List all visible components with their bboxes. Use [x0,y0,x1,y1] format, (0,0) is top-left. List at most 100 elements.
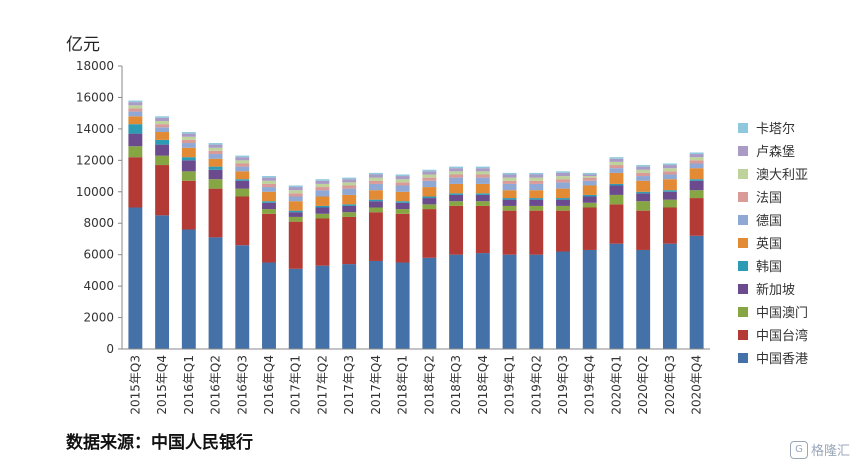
bar-segment [288,268,303,349]
bar-segment [475,177,490,184]
bar-segment [689,198,704,236]
bar-segment [582,196,597,203]
bar-segment [128,133,143,147]
bar-segment [556,198,570,200]
legend-item: 澳大利亚 [738,162,808,185]
bar-segment [208,188,223,238]
bar-segment [342,212,357,217]
bar-segment [529,177,544,181]
x-tick-label: 2020年Q1 [609,355,623,415]
bar-segment [181,160,196,172]
x-tick-label: 2016年Q3 [235,355,249,415]
bar-segment [395,209,410,214]
bar-segment [422,169,437,172]
bar-segment [181,147,196,158]
bar-stacks [128,100,704,349]
bar-segment [502,172,517,175]
bar-segment [262,191,276,202]
bar-segment [422,204,437,210]
bar-segment [662,171,677,175]
bar-segment [342,185,357,189]
x-tick-label: 2015年Q3 [128,355,142,415]
bar-segment [155,139,170,145]
bar-segment [556,199,570,206]
bar-segment [181,143,196,148]
bar-segment [582,194,597,197]
legend-label: 法国 [756,191,783,206]
bar-segment [262,213,276,263]
bar-segment [422,209,437,258]
legend-label: 卢森堡 [756,145,796,160]
bar-segment [475,194,490,202]
bar-segment [262,209,276,214]
bar-segment [475,201,490,206]
bar-stack [315,179,330,349]
bar-segment [181,133,196,137]
bar-segment [662,243,677,349]
bar-segment [155,127,170,133]
bar-segment [502,205,517,211]
bar-segment [395,262,410,349]
bar-stack [128,100,143,349]
bar-segment [662,168,677,172]
bar-segment [556,171,570,173]
legend-swatch [738,214,748,225]
bar-segment [155,215,170,349]
bar-segment [529,254,544,349]
bar-stack [529,172,544,349]
bar-segment [128,102,143,106]
bar-segment [609,204,624,244]
bar-segment [556,210,570,252]
x-tick-label: 2019年Q3 [556,355,570,415]
bar-segment [155,144,170,156]
y-axis: 0 2000 4000 6000 8000 10000 12000 14000 16000 180… [76,59,123,356]
legend-label: 澳大利亚 [756,168,809,183]
bar-segment [502,254,517,349]
bar-segment [128,105,143,109]
bar-segment [235,171,250,180]
bar-segment [395,191,410,202]
watermark-logo-icon: G [790,440,808,459]
watermark-text: 格隆汇 [811,444,851,459]
bar-segment [636,201,651,211]
legend-swatch [738,237,748,248]
bar-segment [662,165,677,169]
legend-swatch [738,283,748,294]
bar-stack [689,152,704,349]
bar-segment [582,180,597,186]
bar-segment [288,190,303,194]
legend-item: 中国香港 [738,346,808,369]
bar-segment [181,157,196,161]
bar-segment [662,163,677,166]
bar-segment [609,161,624,166]
legend-item: 韩国 [738,254,808,277]
bar-segment [208,169,223,180]
bar-segment [449,183,464,194]
bar-segment [395,201,410,203]
y-axis-unit-label: 亿元 [66,35,100,55]
bar-segment [208,154,223,159]
bar-segment [529,180,544,184]
bar-segment [556,251,570,349]
bar-segment [342,179,357,183]
bar-stack [662,163,677,349]
bar-segment [208,150,223,155]
bar-segment [529,183,544,191]
bar-segment [208,237,223,349]
bar-segment [155,132,170,140]
bar-segment [689,190,704,199]
bar-segment [449,171,464,175]
bar-segment [288,210,303,213]
bar-segment [556,188,570,199]
bar-segment [181,139,196,144]
bar-segment [155,155,170,166]
bar-stack [181,132,196,349]
bar-segment [556,179,570,183]
bar-segment [502,210,517,255]
bar-stack [235,155,250,349]
bar-segment [662,191,677,200]
bar-segment [689,157,704,161]
y-tick-label: 16000 [76,90,114,104]
bar-segment [636,176,651,181]
bar-segment [422,198,437,205]
